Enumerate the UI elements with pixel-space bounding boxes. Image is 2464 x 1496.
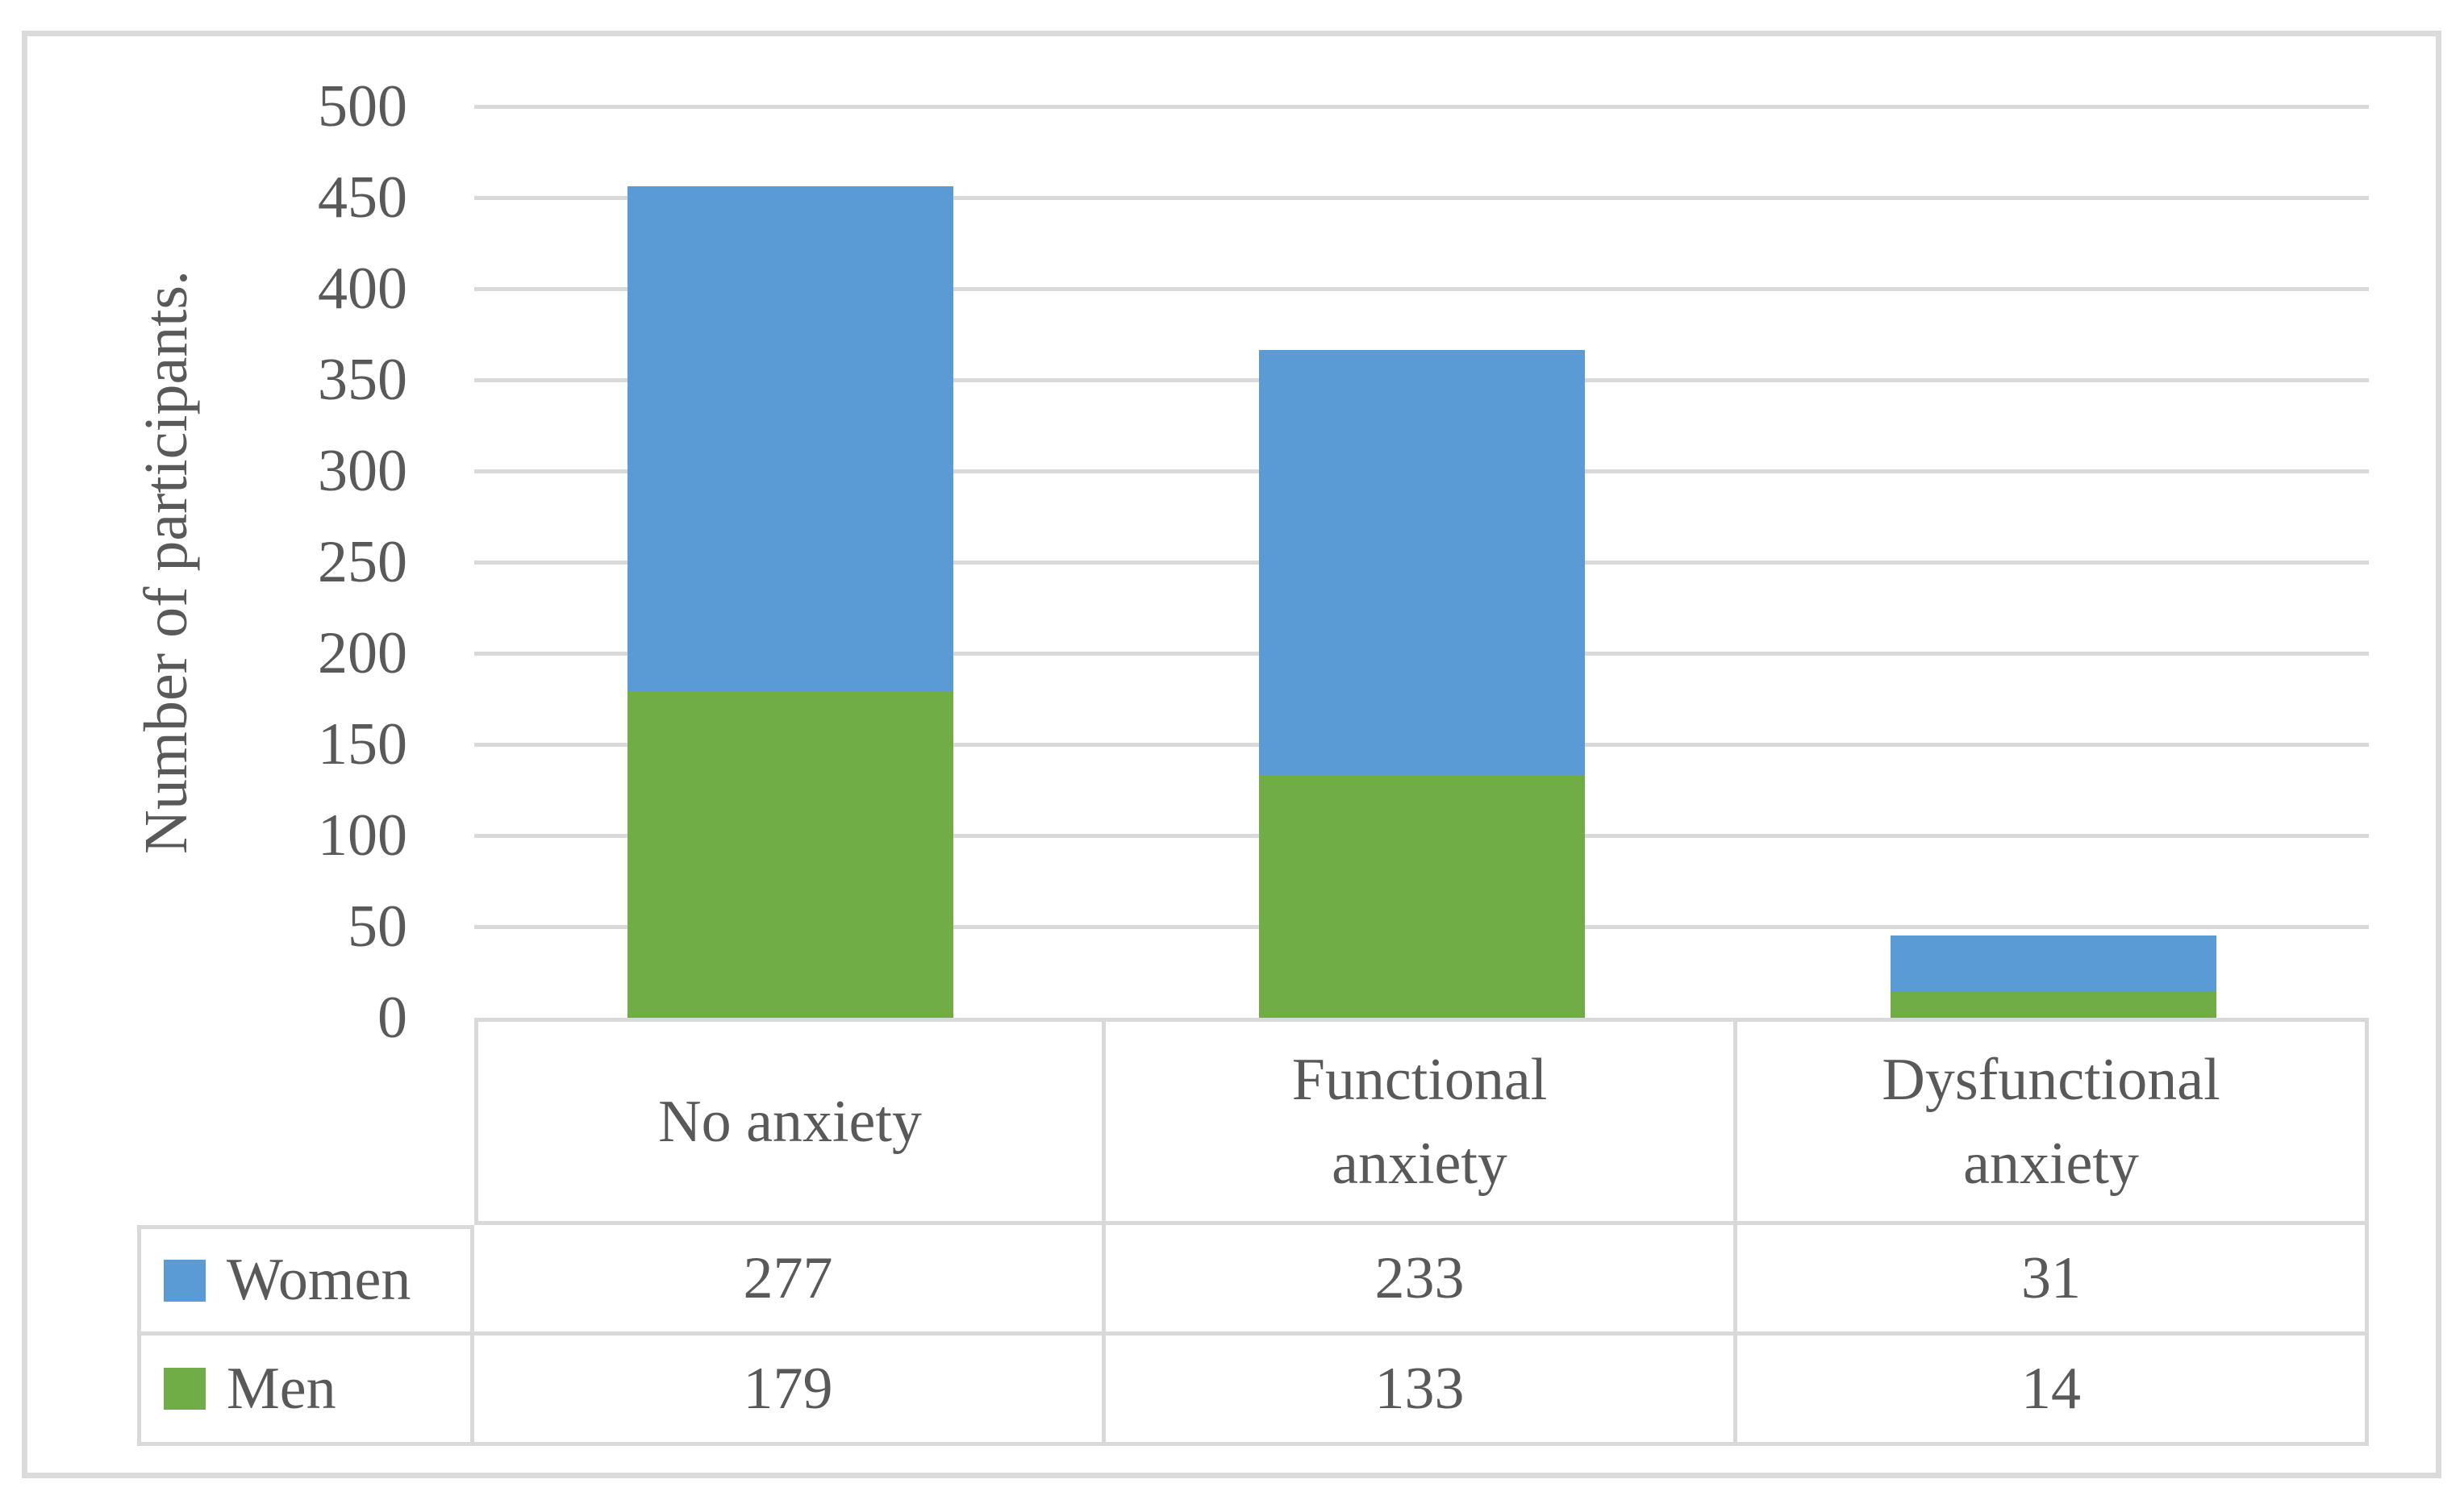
- table-value-men-category-0: 179: [474, 1336, 1106, 1446]
- y-tick-label-100: 100: [318, 802, 407, 869]
- table-header-category-1: Functional anxiety: [1106, 1018, 1737, 1225]
- table-header-category-0: No anxiety: [474, 1018, 1106, 1225]
- table-value-women-category-2: 31: [1737, 1225, 2369, 1336]
- y-tick-label-250: 250: [318, 529, 407, 595]
- bar-women-category-0: [627, 186, 953, 691]
- y-tick-label-150: 150: [318, 711, 407, 777]
- bar-women-category-1: [1259, 350, 1585, 775]
- bar-women-category-2: [1891, 936, 2216, 992]
- bar-men-category-0: [627, 691, 953, 1018]
- y-tick-label-450: 450: [318, 165, 407, 231]
- y-tick-label-400: 400: [318, 256, 407, 322]
- gridline-450: [474, 196, 2369, 200]
- table-header-category-2: Dysfunctional anxiety: [1737, 1018, 2369, 1225]
- legend-label-men: Men: [227, 1355, 336, 1422]
- table-value-women-category-1: 233: [1106, 1225, 1737, 1336]
- y-tick-label-0: 0: [377, 985, 407, 1051]
- legend-label-women: Women: [227, 1247, 411, 1313]
- y-tick-label-300: 300: [318, 438, 407, 504]
- legend-swatch-women: [164, 1259, 206, 1302]
- legend-cell-women: Women: [137, 1225, 474, 1336]
- gridline-400: [474, 287, 2369, 291]
- table-value-men-category-1: 133: [1106, 1336, 1737, 1446]
- legend-cell-men: Men: [137, 1336, 474, 1446]
- bar-men-category-1: [1259, 775, 1585, 1018]
- legend-swatch-men: [164, 1368, 206, 1410]
- y-tick-label-500: 500: [318, 73, 407, 140]
- y-tick-label-200: 200: [318, 620, 407, 686]
- figure-border: [22, 31, 2441, 1478]
- table-value-men-category-2: 14: [1737, 1336, 2369, 1446]
- table-value-women-category-0: 277: [474, 1225, 1106, 1336]
- y-tick-label-50: 50: [348, 894, 407, 960]
- gridline-500: [474, 105, 2369, 109]
- y-axis-title: Number of participants.: [132, 270, 200, 854]
- bar-men-category-2: [1891, 992, 2216, 1018]
- y-tick-label-350: 350: [318, 347, 407, 413]
